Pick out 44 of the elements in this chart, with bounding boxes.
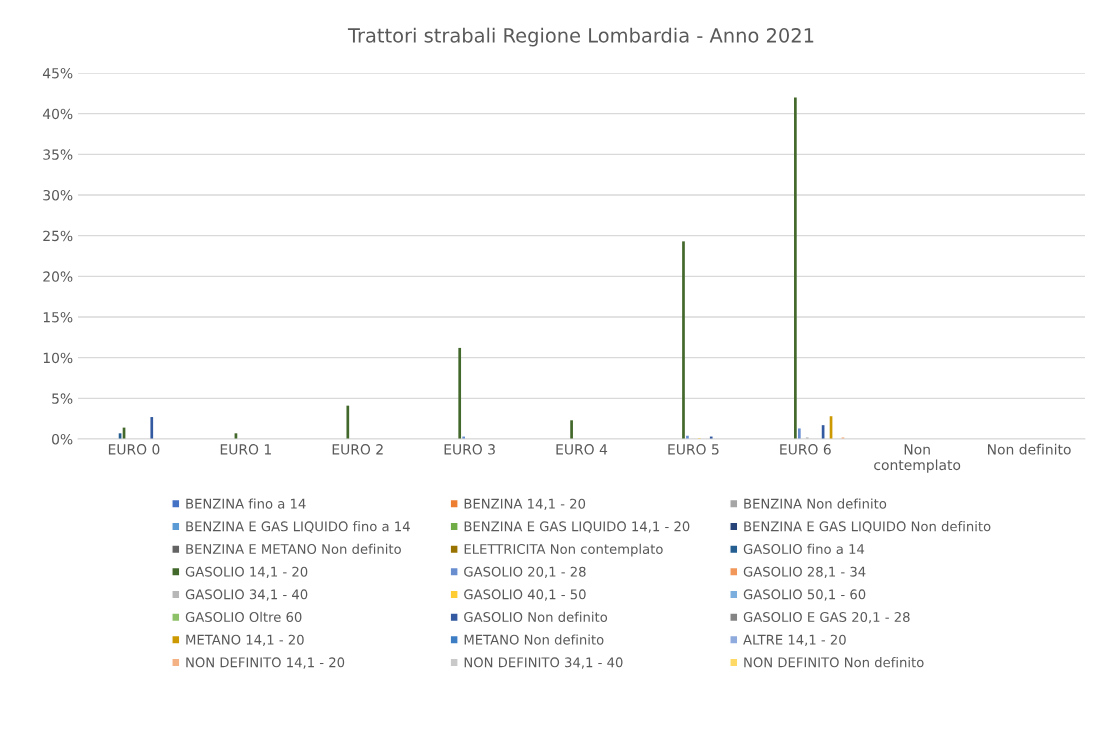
- x-tick-label: EURO 4: [556, 444, 608, 455]
- legend-label: GASOLIO E GAS 20,1 - 28: [743, 612, 910, 624]
- y-tick-label: 45%: [42, 67, 73, 79]
- legend-label: BENZINA Non definito: [744, 498, 887, 509]
- legend-label: GASOLIO Non definito: [464, 611, 608, 622]
- y-tick-label: 5%: [52, 393, 73, 404]
- x-tick-label: EURO 0: [108, 444, 160, 455]
- legend-label: NON DEFINITO Non definito: [744, 657, 924, 668]
- y-tick-label: 30%: [43, 189, 73, 201]
- x-tick-label: EURO 3: [444, 444, 495, 455]
- y-tick-label: 10%: [43, 352, 73, 364]
- legend-label: BENZINA fino a 14: [186, 498, 306, 509]
- legend-label: METANO 14,1 - 20: [186, 634, 304, 647]
- legend-label: GASOLIO 14,1 - 20: [185, 566, 308, 579]
- legend-label: ALTRE 14,1 - 20: [743, 634, 846, 647]
- legend-label: BENZINA 14,1 - 20: [464, 498, 586, 511]
- x-tick-label: EURO 5: [668, 444, 719, 455]
- legend-label: BENZINA E METANO Non definito: [186, 543, 401, 554]
- x-tick-label: EURO 1: [220, 444, 271, 455]
- legend-label: METANO Non definito: [464, 634, 604, 645]
- x-tick-label: EURO 2: [332, 444, 383, 455]
- legend-label: BENZINA E GAS LIQUIDO 14,1 - 20: [464, 521, 690, 533]
- x-tick-label: Non definito: [988, 443, 1071, 455]
- legend-label: NON DEFINITO 34,1 - 40: [464, 657, 623, 669]
- legend-label: ELETTRICITA Non contemplato: [464, 543, 663, 557]
- x-tick-label: Non contemplato: [874, 444, 961, 473]
- y-tick-label: 15%: [43, 311, 73, 323]
- chart-title: Trattori strabali Regione Lombardia - Anno 2021: [347, 27, 814, 47]
- legend-label: GASOLIO fino a 14: [743, 543, 865, 554]
- legend-label: GASOLIO 20,1 - 28: [464, 566, 586, 579]
- legend-label: GASOLIO 28,1 - 34: [743, 566, 866, 579]
- legend-label: BENZINA E GAS LIQUIDO Non definito: [744, 521, 991, 533]
- y-tick-label: 25%: [43, 230, 73, 242]
- y-tick-label: 35%: [43, 149, 73, 160]
- legend-label: NON DEFINITO 14,1 - 20: [186, 657, 345, 669]
- legend-label: GASOLIO Oltre 60: [185, 611, 302, 622]
- legend-label: GASOLIO 34,1 - 40: [185, 589, 308, 601]
- x-tick-label: EURO 6: [780, 444, 831, 455]
- y-tick-label: 40%: [42, 108, 73, 120]
- y-tick-label: 20%: [43, 271, 73, 282]
- legend-label: GASOLIO 50,1 - 60: [743, 589, 866, 601]
- legend-label: GASOLIO 40,1 - 50: [464, 589, 586, 601]
- y-tick-label: 0%: [52, 433, 73, 445]
- legend-label: BENZINA E GAS LIQUIDO fino a 14: [186, 521, 410, 533]
